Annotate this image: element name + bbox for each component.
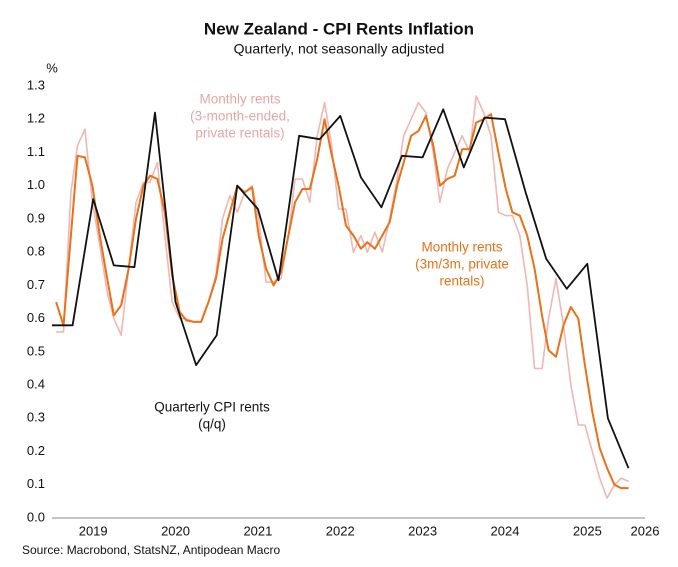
y-tick-label: 0.1: [27, 476, 45, 491]
annotation: Monthly rents: [199, 92, 280, 107]
source: Source: Macrobond, StatsNZ, Antipodean M…: [22, 543, 280, 557]
annotation: (q/q): [198, 417, 226, 432]
y-tick-label: 0.3: [27, 410, 45, 425]
annotation: Quarterly CPI rents: [154, 400, 270, 415]
x-tick-label: 2020: [161, 523, 190, 538]
annotation: (3m/3m, private: [415, 257, 509, 272]
series-line: [52, 108, 630, 469]
y-tick-label: 0.7: [27, 277, 45, 292]
annotation: Monthly rents: [421, 240, 502, 255]
chart-subtitle: Quarterly, not seasonally adjusted: [234, 41, 445, 57]
annotation: private rentals): [195, 126, 284, 141]
y-tick-label: 1.3: [27, 77, 45, 92]
x-tick-label: 2023: [408, 523, 437, 538]
x-tick-label: 2025: [573, 523, 602, 538]
x-tick-label: 2024: [491, 523, 520, 538]
annotation: rentals): [439, 274, 484, 289]
x-tick-label: 2021: [243, 523, 272, 538]
y-tick-label: 0.8: [27, 244, 45, 259]
y-tick-label: 0.9: [27, 210, 45, 225]
chart-title: New Zealand - CPI Rents Inflation: [204, 19, 474, 38]
x-tick-label: 2022: [326, 523, 355, 538]
series-line: [55, 113, 629, 490]
y-tick-label: 1.0: [27, 177, 45, 192]
y-tick-label: 0.2: [27, 443, 45, 458]
y-unit: %: [46, 60, 58, 75]
y-tick-label: 0.4: [27, 377, 45, 392]
y-tick-label: 1.2: [27, 111, 45, 126]
y-tick-label: 0.0: [27, 509, 45, 524]
annotation: (3-month-ended,: [190, 109, 290, 124]
x-tick-label: 2026: [631, 523, 660, 538]
y-tick-label: 1.1: [27, 144, 45, 159]
x-tick-label: 2019: [79, 523, 108, 538]
y-tick-label: 0.6: [27, 310, 45, 325]
y-tick-label: 0.5: [27, 343, 45, 358]
